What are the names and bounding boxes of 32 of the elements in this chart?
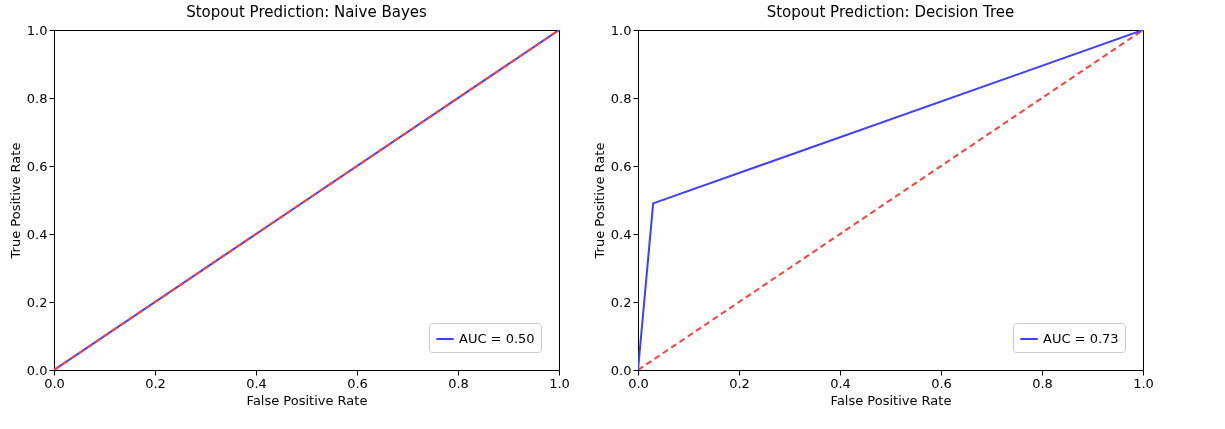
y-tick-label: 0.0 — [610, 362, 632, 378]
x-tick-label: 0.2 — [145, 375, 166, 391]
x-tick-label: 0.6 — [931, 375, 952, 391]
x-tick-label: 0.0 — [628, 375, 649, 391]
chart-title: Stopout Prediction: Naive Bayes — [186, 3, 427, 21]
x-tick-label: 0.6 — [347, 375, 368, 391]
y-tick-label: 0.8 — [610, 90, 632, 106]
y-tick-label: 0.6 — [26, 158, 48, 174]
x-tick-label: 1.0 — [549, 375, 570, 391]
y-tick-label: 0.8 — [26, 90, 48, 106]
y-tick-label: 0.0 — [26, 362, 48, 378]
x-axis-title: False Positive Rate — [830, 392, 952, 408]
y-tick-label: 0.2 — [26, 294, 48, 310]
legend-label: AUC = 0.50 — [459, 331, 535, 346]
x-tick-label: 0.2 — [729, 375, 750, 391]
x-tick-label: 0.8 — [1032, 375, 1053, 391]
y-axis-title: True Positive Rate — [591, 142, 607, 260]
y-tick-label: 1.0 — [610, 22, 632, 38]
chart-title: Stopout Prediction: Decision Tree — [766, 3, 1015, 21]
y-axis-title: True Positive Rate — [7, 142, 23, 260]
x-tick-label: 0.4 — [830, 375, 851, 391]
y-tick-label: 0.2 — [610, 294, 632, 310]
x-tick-label: 0.0 — [44, 375, 65, 391]
x-tick-label: 0.4 — [246, 375, 267, 391]
legend-label: AUC = 0.73 — [1043, 331, 1119, 346]
x-tick-label: 1.0 — [1133, 375, 1154, 391]
y-tick-label: 0.4 — [26, 226, 48, 242]
y-tick-label: 0.6 — [610, 158, 632, 174]
x-axis-title: False Positive Rate — [246, 392, 368, 408]
y-tick-label: 1.0 — [26, 22, 48, 38]
x-tick-label: 0.8 — [448, 375, 469, 391]
y-tick-label: 0.4 — [610, 226, 632, 242]
